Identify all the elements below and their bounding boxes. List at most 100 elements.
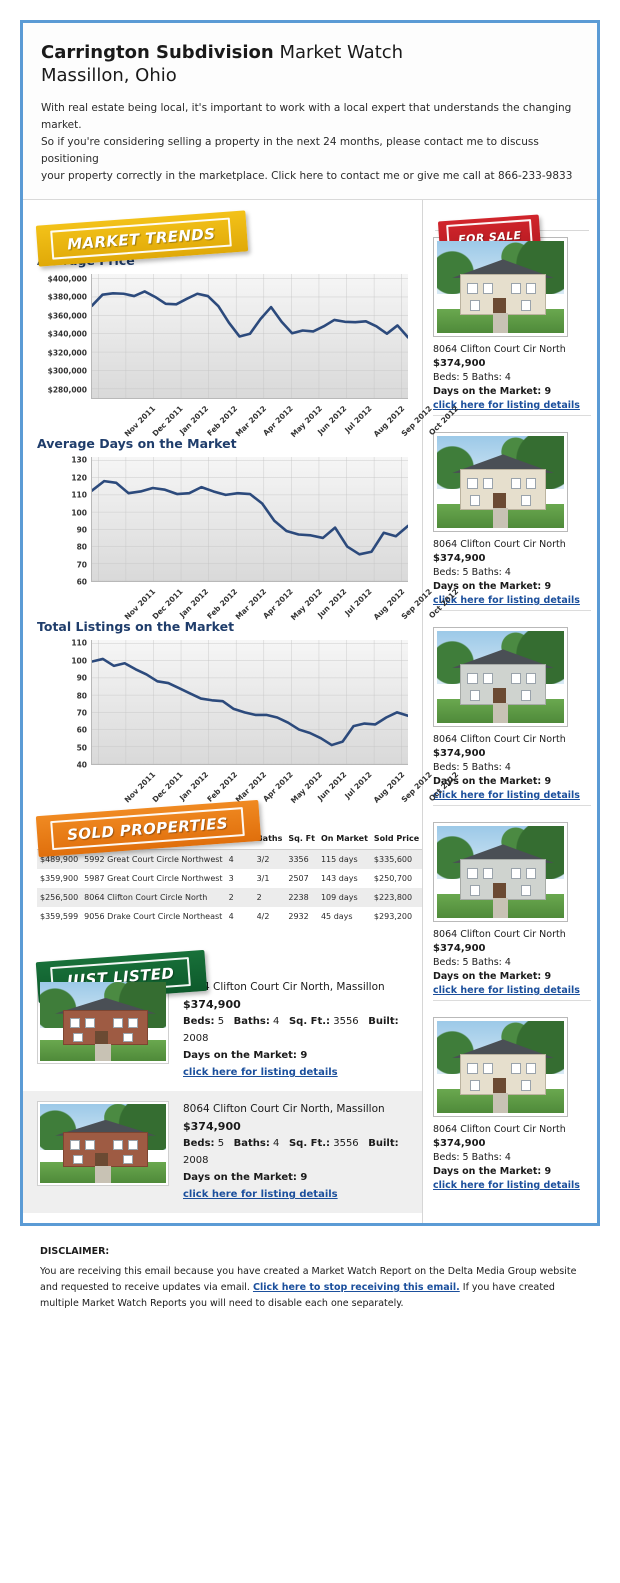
disclaimer-body: You are receiving this email because you…	[40, 1264, 580, 1312]
for-sale-card[interactable]: 8064 Clifton Court Cir North $374,900 Beds…	[433, 621, 591, 816]
chart-title-average-days: Average Days on the Market	[37, 436, 237, 451]
y-tick-1-5: 80	[76, 542, 87, 552]
table-row[interactable]: $359,900 5987 Great Court Circle Northwes…	[37, 869, 422, 888]
cell-sqft: 2932	[288, 912, 309, 921]
just-listed-card[interactable]: 8064 Clifton Court Cir North, Massillon $…	[23, 969, 422, 1091]
just-listed-thumbnail[interactable]	[37, 979, 169, 1064]
email-body-frame: Carrington Subdivision Market Watch Mass…	[20, 20, 600, 1226]
cell-address: 5987 Great Court Circle Northwest	[84, 874, 223, 883]
intro-paragraph: With real estate being local, it's impor…	[41, 100, 579, 185]
for-sale-sidebar: FOR SALE 8064 Clifton Court Cir North $37…	[423, 200, 597, 1223]
beds-value: 5	[217, 1138, 225, 1149]
for-sale-details-link[interactable]: click here for listing details	[433, 595, 580, 606]
intro-line-1: With real estate being local, it's impor…	[41, 102, 572, 131]
chart-average-days: Average Days on the Market 130 120 110 100 9…	[23, 414, 460, 622]
col-sold-price: Sold Price	[370, 829, 423, 850]
built-label: Built:	[368, 1016, 399, 1027]
cell-sold-price: $223,800	[370, 888, 423, 907]
built-value: 2008	[183, 1155, 209, 1166]
for-sale-thumbnail[interactable]	[433, 432, 568, 532]
y-tick-2-2: 90	[76, 673, 87, 683]
market-trends-banner-label: MARKET TRENDS	[66, 224, 216, 254]
for-sale-details-link[interactable]: click here for listing details	[433, 1180, 580, 1191]
beds-value: 5	[217, 1016, 225, 1027]
y-tick-0-3: $340,000	[47, 329, 87, 339]
table-row[interactable]: $256,500 8064 Clifton Court Circle North 2…	[37, 888, 423, 907]
just-listed-details-link[interactable]: click here for listing details	[183, 1189, 338, 1200]
y-tick-2-6: 50	[76, 743, 87, 753]
for-sale-price: $374,900	[433, 943, 486, 954]
for-sale-days-on-market: Days on the Market: 9	[433, 776, 552, 787]
plot-svg-2	[92, 640, 408, 764]
just-listed-specs: Beds: 5 Baths: 4 Sq. Ft.: 3556 Built: 20…	[183, 1135, 408, 1169]
y-axis-2: 110 100 90 80 70 60 50 40	[37, 639, 91, 770]
for-sale-card[interactable]: 8064 Clifton Court Cir North $374,900 Beds…	[433, 231, 591, 426]
table-row[interactable]: $359,599 9056 Drake Court Circle Northeas…	[37, 907, 422, 926]
property-photo	[437, 1021, 564, 1113]
for-sale-card[interactable]: 8064 Clifton Court Cir North $374,900 Beds…	[433, 1011, 591, 1203]
y-tick-0-4: $320,000	[47, 348, 87, 358]
built-value: 2008	[183, 1033, 209, 1044]
for-sale-price: $374,900	[433, 553, 486, 564]
y-tick-1-4: 90	[76, 525, 87, 535]
for-sale-thumbnail[interactable]	[433, 1017, 568, 1117]
for-sale-beds-baths: Beds: 5 Baths: 4	[433, 372, 511, 383]
just-listed-days-on-market: Days on the Market: 9	[183, 1172, 308, 1183]
sqft-value: 3556	[333, 1138, 359, 1149]
just-listed-list: 8064 Clifton Court Cir North, Massillon $…	[23, 969, 422, 1213]
unsubscribe-link[interactable]: Click here to stop receiving this email.	[252, 1282, 460, 1293]
for-sale-banner-wrap: FOR SALE	[433, 200, 591, 257]
for-sale-details-link[interactable]: click here for listing details	[433, 400, 580, 411]
for-sale-details-link[interactable]: click here for listing details	[433, 985, 580, 996]
just-listed-details-link[interactable]: click here for listing details	[183, 1067, 338, 1078]
for-sale-separator	[433, 415, 591, 416]
for-sale-card[interactable]: 8064 Clifton Court Cir North $374,900 Beds…	[433, 816, 591, 1011]
y-tick-1-1: 120	[71, 473, 87, 483]
just-listed-address: 8064 Clifton Court Cir North, Massillon	[183, 981, 385, 993]
y-tick-0-6: $280,000	[47, 385, 87, 395]
y-tick-2-4: 70	[76, 708, 87, 718]
for-sale-address: 8064 Clifton Court Cir North	[433, 929, 566, 940]
sqft-value: 3556	[333, 1016, 359, 1027]
cell-beds: 3	[228, 874, 234, 883]
cell-beds: 2	[225, 888, 254, 907]
cell-on-market: 143 days	[320, 874, 358, 883]
just-listed-thumbnail[interactable]	[37, 1101, 169, 1186]
plot-1	[91, 457, 408, 582]
y-tick-1-0: 130	[71, 455, 87, 465]
for-sale-info: 8064 Clifton Court Cir North $374,900 Beds…	[433, 538, 591, 608]
chart-area-1: 130 120 110 100 90 80 70 60 Nov 2011 Dec 2011 Jan…	[37, 455, 460, 622]
for-sale-details-link[interactable]: click here for listing details	[433, 790, 580, 801]
cell-address: 5992 Great Court Circle Northwest	[81, 849, 226, 869]
chart-title-total-listings: Total Listings on the Market	[37, 619, 235, 634]
for-sale-thumbnail[interactable]	[433, 822, 568, 922]
table-row[interactable]: $489,900 5992 Great Court Circle Northwes…	[37, 849, 423, 869]
cell-baths: 3/2	[253, 849, 286, 869]
disclaimer-title: DISCLAIMER:	[40, 1246, 110, 1257]
for-sale-beds-baths: Beds: 5 Baths: 4	[433, 1152, 511, 1163]
x-labels-0: Nov 2011 Dec 2011 Jan 2012 Feb 2012 Mar 2012…	[91, 400, 460, 440]
for-sale-beds-baths: Beds: 5 Baths: 4	[433, 957, 511, 968]
property-photo	[437, 241, 564, 333]
sold-properties-table: Price Address Beds Baths Sq. Ft On Marke…	[37, 829, 423, 926]
cell-baths: 3/1	[256, 874, 270, 883]
for-sale-days-on-market: Days on the Market: 9	[433, 581, 552, 592]
y-tick-0-0: $400,000	[47, 274, 87, 284]
cell-sold-price: $250,700	[373, 874, 413, 883]
just-listed-card[interactable]: 8064 Clifton Court Cir North, Massillon $…	[23, 1091, 422, 1213]
property-photo	[40, 1104, 166, 1183]
for-sale-separator	[433, 1000, 591, 1001]
subdivision-name: Carrington Subdivision	[41, 42, 274, 63]
y-tick-2-5: 60	[76, 725, 87, 735]
for-sale-thumbnail[interactable]	[433, 237, 568, 337]
cell-sold-price: $335,600	[370, 849, 423, 869]
main-column: MARKET TRENDS Average Price $400,000$380…	[23, 200, 460, 1223]
cell-baths: 2	[253, 888, 286, 907]
for-sale-thumbnail[interactable]	[433, 627, 568, 727]
property-photo	[40, 982, 166, 1061]
report-type: Market Watch	[273, 42, 404, 63]
for-sale-card[interactable]: 8064 Clifton Court Cir North $374,900 Beds…	[433, 426, 591, 621]
disclaimer-text-1: You are receiving this email because you…	[40, 1266, 577, 1293]
for-sale-address: 8064 Clifton Court Cir North	[433, 1124, 566, 1135]
